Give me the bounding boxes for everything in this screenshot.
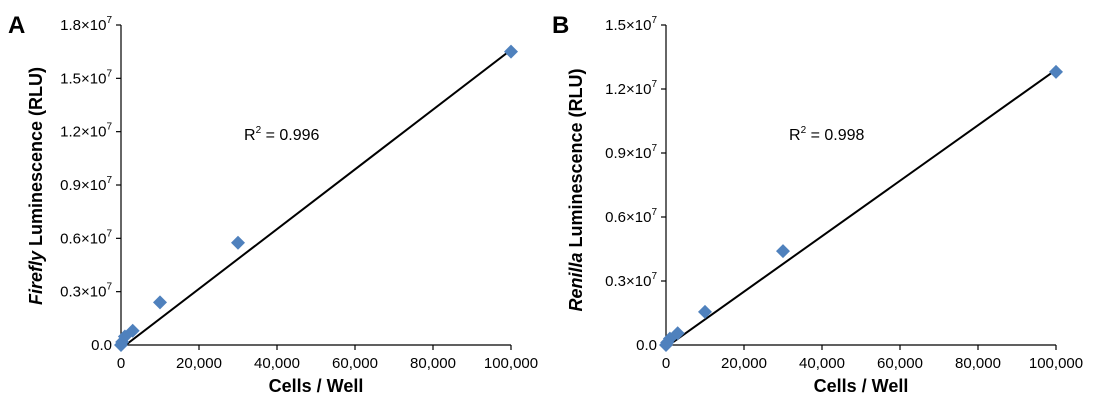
panel-b-trendline: [665, 68, 1057, 348]
panel-a-x-tick-label: 60,000: [332, 355, 378, 372]
panel-b-y-axis-title: Renilla Luminescence (RLU): [566, 68, 586, 311]
panel-b-data-point: [776, 244, 790, 259]
panel-a-y-tick-label: 1.8×107: [60, 15, 112, 34]
panel-a-axes: [116, 24, 512, 350]
panel-b-data-points: [659, 64, 1063, 352]
panel-a-x-axis-title: Cells / Well: [269, 376, 364, 396]
panel-b-x-tick-label: 80,000: [955, 355, 1001, 372]
panel-a-data-point: [153, 295, 167, 310]
panel-b-y-tick-labels: 0.0 0.3×107 0.6×107 0.9×107 1.2×107 1.5×107: [605, 15, 657, 354]
panel-a-data-point: [504, 44, 518, 59]
panel-a-x-tick-label: 20,000: [176, 355, 222, 372]
panel-b-axes: [661, 24, 1057, 350]
panel-b-x-tick-label: 100,000: [1029, 355, 1083, 372]
panel-a-letter: A: [8, 12, 25, 39]
panel-b-y-tick-label: 0.3×107: [605, 271, 657, 290]
panel-a-x-tick-label: 100,000: [484, 355, 538, 372]
panel-a-data-points: [114, 44, 518, 352]
panel-a-chart: A 0.0 0.3×107 0.6×107 0.9×107 1.2×107 1.5×107…: [8, 12, 538, 396]
panel-a-y-axis-title: Firefly Luminescence (RLU): [26, 67, 46, 305]
panel-b-x-tick-label: 0: [662, 355, 670, 372]
panel-b-y-tick-label: 0.6×107: [605, 207, 657, 226]
panel-b-y-tick-label: 1.2×107: [605, 79, 657, 98]
panel-b-x-tick-label: 40,000: [799, 355, 845, 372]
panel-a-y-tick-label: 0.9×107: [60, 175, 112, 194]
panel-a-y-tick-label: 0.6×107: [60, 228, 112, 247]
panel-a-trendline-group: [120, 49, 512, 350]
panel-b-x-tick-labels: 0 20,000 40,000 60,000 80,000 100,000: [662, 355, 1083, 372]
panel-a-x-tick-label: 80,000: [410, 355, 456, 372]
panel-a-data-point: [231, 235, 245, 250]
panel-b-data-point: [670, 326, 685, 341]
panel-a-y-tick-label: 1.2×107: [60, 122, 112, 141]
panel-b-x-tick-label: 60,000: [877, 355, 923, 372]
panel-b-trendline-group: [665, 68, 1057, 348]
panel-a-r-squared: R2 = 0.996: [244, 125, 320, 144]
panel-a-x-tick-label: 40,000: [254, 355, 300, 372]
panel-b-x-tick-label: 20,000: [721, 355, 767, 372]
panel-a-trendline: [120, 49, 512, 350]
panel-b-data-point: [1049, 64, 1063, 79]
panel-a-x-tick-label: 0: [117, 355, 125, 372]
panel-a-data-point: [125, 323, 140, 338]
panel-b-y-tick-label: 0.0: [636, 337, 657, 354]
panel-b-r-squared: R2 = 0.998: [789, 125, 865, 144]
panel-a-y-tick-label: 1.5×107: [60, 68, 112, 87]
panel-b-chart: B 0.0 0.3×107 0.6×107 0.9×107 1.2×107 1.5×107…: [552, 12, 1083, 396]
panel-b-x-axis-title: Cells / Well: [814, 376, 909, 396]
panel-a-y-tick-label: 0.3×107: [60, 282, 112, 301]
panel-a-y-tick-label: 0.0: [91, 337, 112, 354]
panel-b-data-point: [698, 304, 712, 319]
panel-b-y-tick-label: 0.9×107: [605, 143, 657, 162]
panel-a-y-tick-labels: 0.0 0.3×107 0.6×107 0.9×107 1.2×107 1.5×107 1.…: [60, 15, 112, 354]
panel-a-x-tick-labels: 0 20,000 40,000 60,000 80,000 100,000: [117, 355, 538, 372]
panel-b-letter: B: [552, 12, 569, 39]
panel-b-y-tick-label: 1.5×107: [605, 15, 657, 34]
